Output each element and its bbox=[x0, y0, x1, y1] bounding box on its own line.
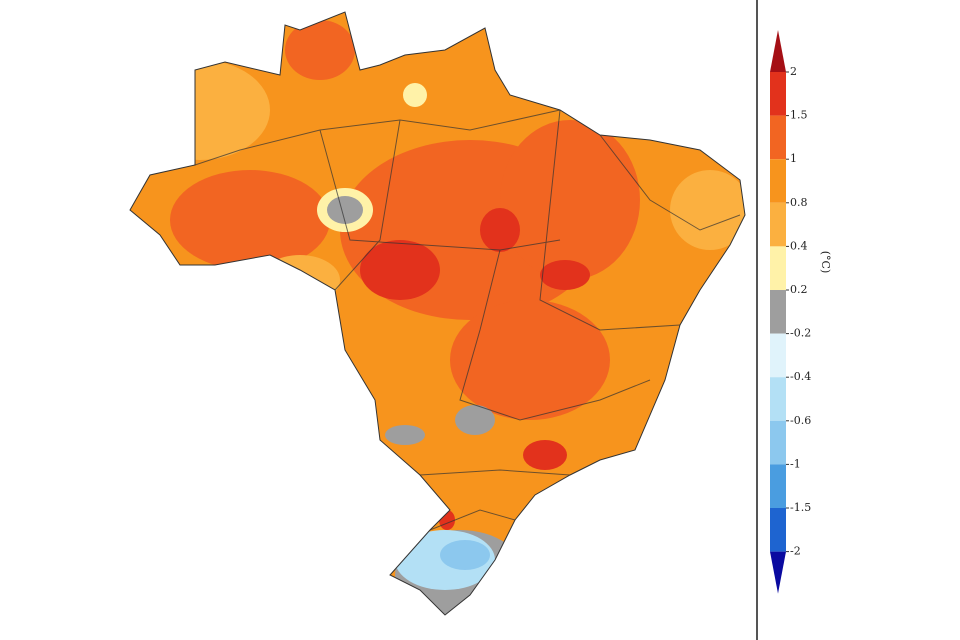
colorbar: 2 1.5 1 0.8 0.4 0.2 -0.2 -0.4 -0.6 -1 -1.5 -2 bbox=[770, 30, 811, 594]
colorbar-tick-label: 2 bbox=[790, 65, 797, 78]
colorbar-segment bbox=[770, 290, 786, 334]
colorbar-segment bbox=[770, 377, 786, 421]
colorbar-segment bbox=[770, 115, 786, 160]
colorbar-tick-label: -0.2 bbox=[790, 327, 811, 340]
colorbar-arrow bbox=[770, 551, 786, 594]
colorbar-segment bbox=[770, 333, 786, 378]
colorbar-segment bbox=[770, 508, 786, 552]
colorbar-tick-label: 0.2 bbox=[790, 283, 808, 296]
colorbar-arrow bbox=[770, 30, 786, 72]
colorbar-tick-label: -1.5 bbox=[790, 501, 811, 514]
colorbar-tick-label: 1.5 bbox=[790, 109, 808, 122]
colorbar-segment bbox=[770, 159, 786, 203]
colorbar-tick-label: 1 bbox=[790, 152, 797, 165]
colorbar-segment bbox=[770, 420, 786, 465]
colorbar-tick-label: -0.4 bbox=[790, 370, 811, 383]
colorbar-tick-label: -1 bbox=[790, 457, 801, 470]
colorbar-segment bbox=[770, 246, 786, 290]
colorbar-tick-label: 0.8 bbox=[790, 196, 808, 209]
colorbar-segment bbox=[770, 202, 786, 247]
map-outline bbox=[129, 11, 746, 616]
colorbar-tick-label: 0.4 bbox=[790, 239, 808, 252]
colorbar-unit: (°C) bbox=[819, 251, 832, 274]
colorbar-tick-label: -2 bbox=[790, 545, 801, 558]
map bbox=[130, 12, 745, 615]
colorbar-segment bbox=[770, 464, 786, 508]
colorbar-tick-label: -0.6 bbox=[790, 414, 811, 427]
colorbar-segment bbox=[770, 72, 786, 116]
